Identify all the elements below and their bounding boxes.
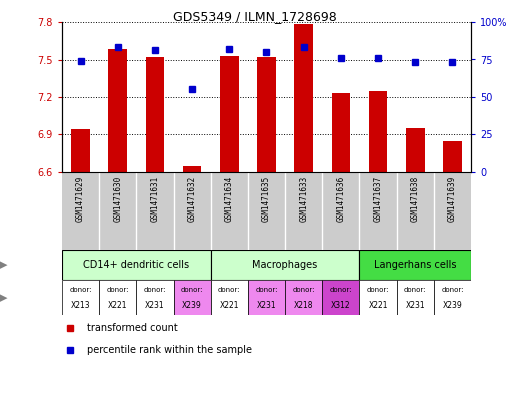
Text: CD14+ dendritic cells: CD14+ dendritic cells bbox=[83, 260, 189, 270]
Text: GSM1471639: GSM1471639 bbox=[448, 176, 457, 222]
Text: GSM1471634: GSM1471634 bbox=[225, 176, 234, 222]
Text: GSM1471632: GSM1471632 bbox=[188, 176, 196, 222]
Bar bbox=[174, 280, 211, 315]
Bar bbox=[108, 50, 127, 172]
Bar bbox=[406, 128, 425, 172]
Text: X239: X239 bbox=[182, 301, 202, 310]
Text: donor:: donor: bbox=[404, 287, 427, 293]
Bar bbox=[397, 280, 434, 315]
Text: X213: X213 bbox=[71, 301, 91, 310]
Bar bbox=[285, 280, 322, 315]
Bar bbox=[322, 280, 359, 315]
Bar bbox=[331, 93, 350, 172]
Text: GSM1471638: GSM1471638 bbox=[411, 176, 420, 222]
Bar bbox=[359, 280, 397, 315]
Text: donor:: donor: bbox=[218, 287, 241, 293]
Text: donor:: donor: bbox=[144, 287, 166, 293]
Bar bbox=[146, 57, 164, 172]
Bar bbox=[434, 280, 471, 315]
Bar bbox=[257, 57, 276, 172]
Text: GSM1471631: GSM1471631 bbox=[151, 176, 159, 222]
Text: GSM1471629: GSM1471629 bbox=[76, 176, 85, 222]
Bar bbox=[369, 91, 387, 172]
Text: X218: X218 bbox=[294, 301, 314, 310]
Bar bbox=[71, 130, 90, 172]
Text: GSM1471635: GSM1471635 bbox=[262, 176, 271, 222]
Text: X312: X312 bbox=[331, 301, 351, 310]
Text: GSM1471637: GSM1471637 bbox=[374, 176, 383, 222]
Text: donor:: donor: bbox=[106, 287, 129, 293]
Text: GDS5349 / ILMN_1728698: GDS5349 / ILMN_1728698 bbox=[173, 10, 336, 23]
Text: Macrophages: Macrophages bbox=[252, 260, 318, 270]
Text: ▶: ▶ bbox=[0, 260, 8, 270]
Text: transformed count: transformed count bbox=[87, 323, 177, 333]
Text: donor:: donor: bbox=[367, 287, 389, 293]
Text: X221: X221 bbox=[219, 301, 239, 310]
Bar bbox=[294, 24, 313, 172]
Bar bbox=[211, 280, 248, 315]
Text: Langerhans cells: Langerhans cells bbox=[374, 260, 457, 270]
Text: percentile rank within the sample: percentile rank within the sample bbox=[87, 345, 251, 354]
Bar bbox=[62, 250, 211, 280]
Text: donor:: donor: bbox=[255, 287, 278, 293]
Text: X231: X231 bbox=[405, 301, 425, 310]
Text: X221: X221 bbox=[369, 301, 388, 310]
Bar bbox=[220, 56, 239, 172]
Text: donor:: donor: bbox=[293, 287, 315, 293]
Bar bbox=[136, 280, 174, 315]
Bar bbox=[62, 280, 99, 315]
Text: ▶: ▶ bbox=[0, 292, 8, 303]
Text: donor:: donor: bbox=[69, 287, 92, 293]
Text: X239: X239 bbox=[442, 301, 462, 310]
Bar bbox=[211, 250, 359, 280]
Text: GSM1471630: GSM1471630 bbox=[114, 176, 122, 222]
Text: X231: X231 bbox=[257, 301, 276, 310]
Text: donor:: donor: bbox=[441, 287, 464, 293]
Text: GSM1471636: GSM1471636 bbox=[336, 176, 346, 222]
Bar bbox=[443, 141, 462, 172]
Text: GSM1471633: GSM1471633 bbox=[299, 176, 308, 222]
Text: X231: X231 bbox=[145, 301, 165, 310]
Bar bbox=[248, 280, 285, 315]
Bar bbox=[99, 280, 136, 315]
Bar bbox=[183, 166, 202, 172]
Text: donor:: donor: bbox=[330, 287, 352, 293]
Text: donor:: donor: bbox=[181, 287, 204, 293]
Bar bbox=[359, 250, 471, 280]
Text: X221: X221 bbox=[108, 301, 128, 310]
